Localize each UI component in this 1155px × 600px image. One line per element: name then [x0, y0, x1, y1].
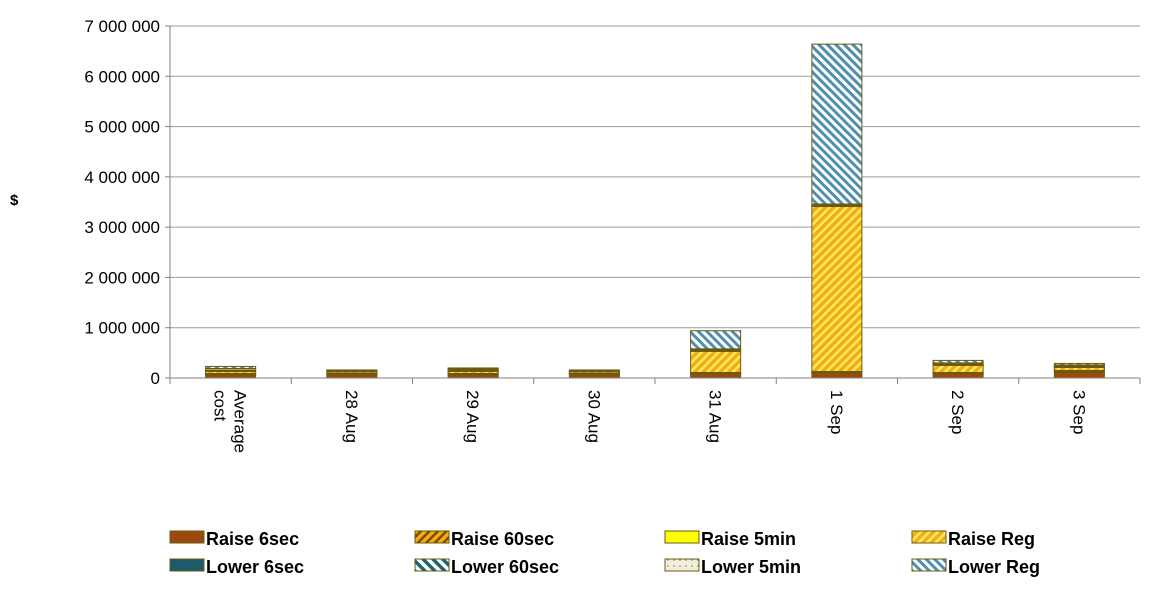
- x-tick-label-line: 31 Aug: [706, 390, 725, 443]
- bar-stack: [932, 359, 984, 379]
- bar-segment: [326, 373, 378, 379]
- bar-stack: [568, 369, 620, 379]
- x-tick-label: 31 Aug: [706, 390, 725, 443]
- bar-stack: [447, 367, 499, 379]
- legend-swatch: [169, 558, 205, 572]
- bar-stack: [690, 330, 742, 379]
- bar-segment: [811, 43, 863, 205]
- bar-segment: [1053, 371, 1105, 379]
- bar-segment: [568, 369, 620, 372]
- legend-swatch: [664, 558, 700, 572]
- x-tick-label-line: 30 Aug: [584, 390, 603, 443]
- x-tick-label-line: cost: [211, 390, 230, 421]
- bar-segment: [447, 367, 499, 370]
- legend-item: Lower 6sec: [169, 557, 304, 577]
- x-tick-label-line: 2 Sep: [948, 390, 967, 434]
- legend-swatch: [664, 530, 700, 544]
- legend-item: Raise Reg: [911, 529, 1035, 549]
- bar-segment: [690, 350, 742, 373]
- legend-swatch: [414, 558, 450, 572]
- legend-item: Raise 5min: [664, 529, 796, 549]
- x-tick-label: 29 Aug: [463, 390, 482, 443]
- y-axis-label: $: [10, 192, 19, 209]
- y-tick-label: 4 000 000: [84, 168, 160, 187]
- y-tick-label: 0: [151, 369, 160, 388]
- bar-segment: [932, 359, 984, 364]
- bar-segment: [205, 365, 257, 369]
- x-tick-label: 1 Sep: [827, 390, 846, 434]
- legend-item: Raise 60sec: [414, 529, 554, 549]
- x-tick-label: 3 Sep: [1069, 390, 1088, 434]
- y-tick-label: 5 000 000: [84, 118, 160, 137]
- bar-segment: [932, 373, 984, 379]
- x-tick-label: 28 Aug: [342, 390, 361, 443]
- legend-item: Lower 60sec: [414, 557, 559, 577]
- legend-label: Lower 6sec: [206, 557, 304, 577]
- bar-stack: [811, 43, 863, 379]
- y-tick-label: 6 000 000: [84, 67, 160, 86]
- gridlines: [170, 25, 1140, 329]
- legend: Raise 6sec Raise 60sec Raise 5min Raise Reg…: [169, 529, 1040, 577]
- bar-segment: [932, 364, 984, 373]
- y-tick-label: 7 000 000: [84, 17, 160, 36]
- bar-segment: [326, 369, 378, 371]
- legend-label: Lower Reg: [948, 557, 1040, 577]
- legend-item: Lower 5min: [664, 557, 801, 577]
- x-tick-label-line: Average: [231, 390, 250, 453]
- x-tick-label: 2 Sep: [948, 390, 967, 434]
- legend-label: Raise 6sec: [206, 529, 299, 549]
- x-axis: Averagecost 28 Aug 29 Aug 30 Aug 31 Aug 1 Sep…: [169, 377, 1141, 453]
- legend-label: Raise 5min: [701, 529, 796, 549]
- legend-swatch: [911, 558, 947, 572]
- legend-label: Raise 60sec: [451, 529, 554, 549]
- y-tick-label: 1 000 000: [84, 319, 160, 338]
- bar-segment: [811, 206, 863, 372]
- bar-segment: [811, 372, 863, 379]
- bar-segment: [690, 330, 742, 350]
- legend-swatch: [169, 530, 205, 544]
- bar-stack: [326, 369, 378, 379]
- legend-label: Lower 5min: [701, 557, 801, 577]
- bar-stack: [205, 365, 257, 379]
- bar-segment: [1053, 362, 1105, 366]
- legend-item: Raise 6sec: [169, 529, 299, 549]
- x-tick-label-line: 3 Sep: [1069, 390, 1088, 434]
- x-tick-label-line: 29 Aug: [463, 390, 482, 443]
- bar-stack: [1053, 362, 1105, 379]
- x-tick-label: Averagecost: [211, 390, 250, 453]
- legend-item: Lower Reg: [911, 557, 1040, 577]
- bars: [205, 43, 1105, 379]
- legend-label: Lower 60sec: [451, 557, 559, 577]
- bar-segment: [690, 373, 742, 379]
- legend-label: Raise Reg: [948, 529, 1035, 549]
- legend-swatch: [911, 530, 947, 544]
- y-tick-label: 2 000 000: [84, 268, 160, 287]
- legend-swatch: [414, 530, 450, 544]
- y-tick-label: 3 000 000: [84, 218, 160, 237]
- x-tick-label-line: 1 Sep: [827, 390, 846, 434]
- y-axis: 0 1 000 000 2 000 000 3 000 000 4 000 000 5 0…: [84, 17, 171, 388]
- x-tick-label: 30 Aug: [584, 390, 603, 443]
- x-tick-label-line: 28 Aug: [342, 390, 361, 443]
